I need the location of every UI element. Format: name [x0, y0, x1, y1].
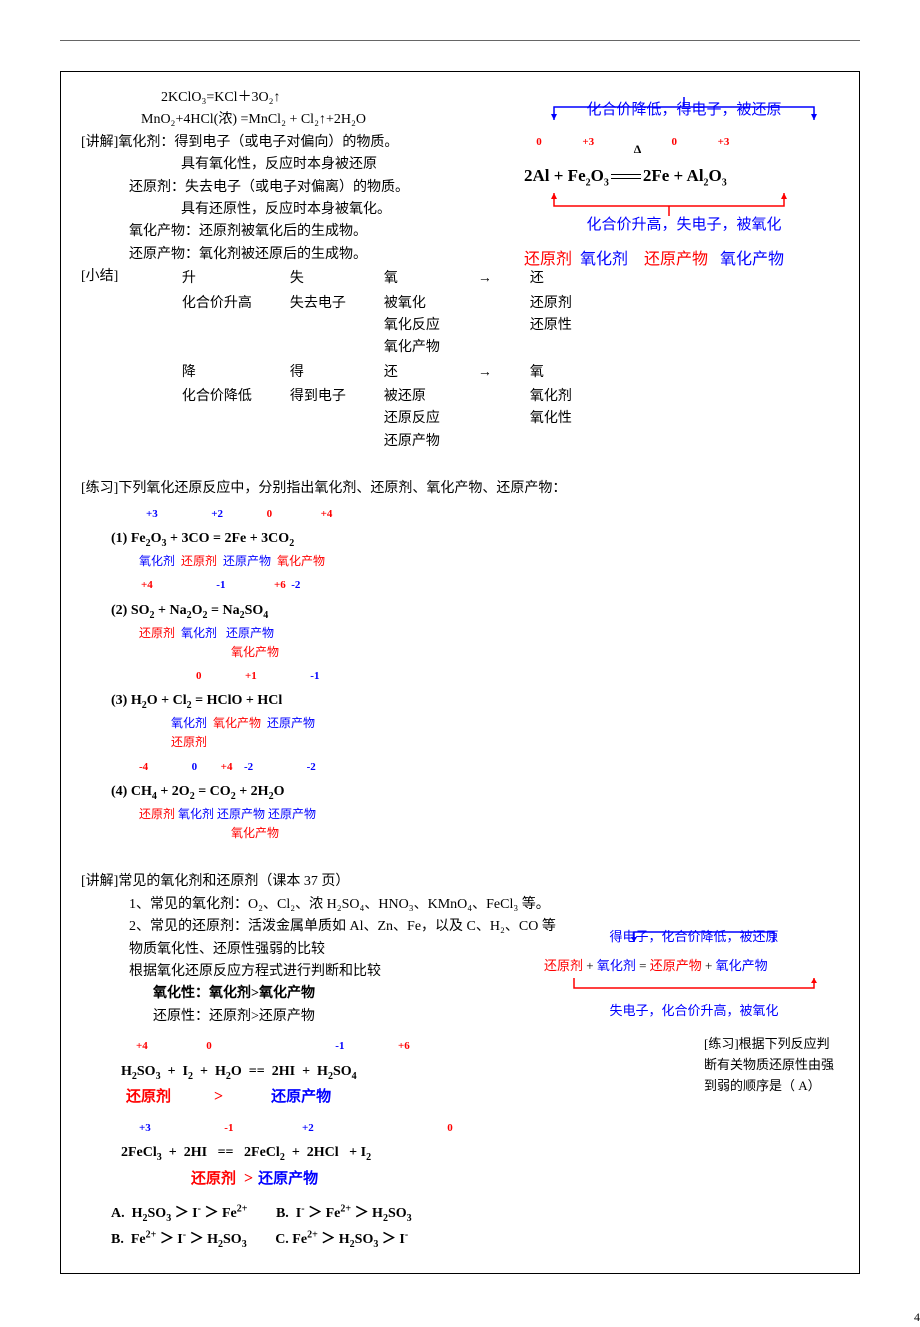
option-a: A. H2SO3 ＞ I- ＞ Fe2+	[111, 1206, 247, 1221]
practice1-eq1: +3 +2 0 +4 (1) Fe2O3 + 3CO = 2Fe + 3CO2 …	[111, 506, 839, 571]
thermite-formula: 2Al + Fe2O32Fe + Al2O3	[524, 166, 727, 185]
practice1-eq3: 0 +1 -1 (3) H2O + Cl2 = HClO + HCl 氧化剂 氧…	[111, 668, 839, 753]
page-number: 4	[914, 1308, 920, 1327]
thermite-diagram: 化合价降低，得电子，被还原 0 +3 Δ 0 +3 2Al + Fe2O32Fe…	[524, 92, 844, 273]
top-rule	[60, 40, 860, 41]
explain-label: [讲解]	[81, 135, 118, 150]
practice1-eq4: -4 0 +4 -2 -2 (4) CH4 + 2O2 = CO2 + 2H2O…	[111, 759, 839, 844]
answer-options: A. H2SO3 ＞ I- ＞ Fe2+ B. I- ＞ Fe2+ ＞ H2SO…	[111, 1202, 839, 1253]
practice2-block: [练习]根据下列反应判断有关物质还原性由强到弱的顺序是（ A）	[704, 1034, 834, 1096]
option-b1: B. I- ＞ Fe2+ ＞ H2SO3	[276, 1206, 412, 1221]
generic-redox-diagram: 得电子，化合价降低，被还原 还原剂 + 氧化剂 = 还原产物 + 氧化产物 失电…	[544, 922, 844, 1022]
option-c: C. Fe2+ ＞ H2SO3 ＞ I-	[275, 1232, 408, 1247]
summary-block: [小结] 升 失 氧 → 还 化合价升高 失去电子 被氧化氧化反应氧化产物 还原…	[81, 266, 839, 455]
practice1-eq2: +4 -1 +6 -2 (2) SO2 + Na2O2 = Na2SO4 还原剂…	[111, 577, 839, 662]
bracket-mid-bottom-icon	[554, 976, 834, 998]
practice1-block: [练习]下列氧化还原反应中，分别指出氧化剂、还原剂、氧化产物、还原产物：	[81, 478, 839, 500]
option-b2: B. Fe2+ ＞ I- ＞ H2SO3	[111, 1232, 247, 1247]
comparison-eq2: +3 -1 +2 0 2FeCl3 + 2HI == 2FeCl2 + 2HCl…	[121, 1120, 839, 1192]
page-content: 化合价降低，得电子，被还原 0 +3 Δ 0 +3 2Al + Fe2O32Fe…	[60, 71, 860, 1274]
